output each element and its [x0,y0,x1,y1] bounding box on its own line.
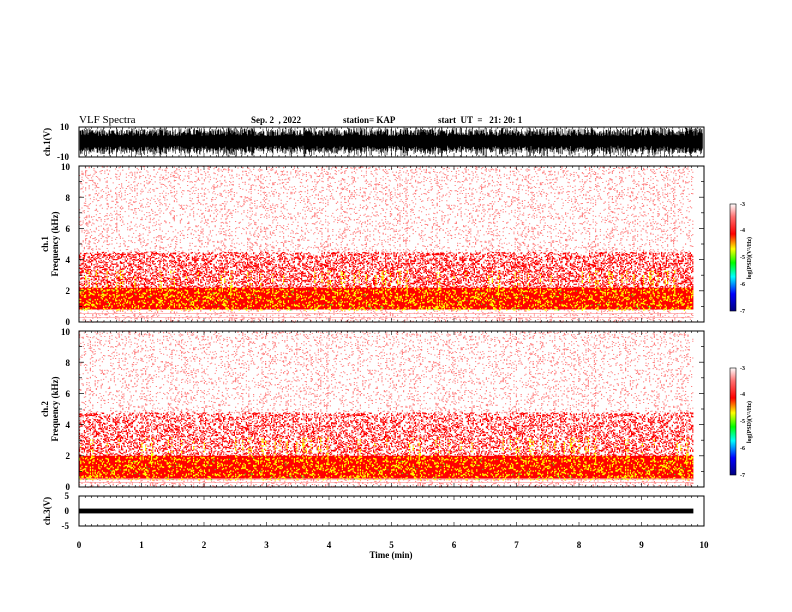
ch1-waveform-ticks [78,127,705,157]
ch1-colorbar-tick-m4: -4 [740,228,745,234]
header-date: Sep. 2 , 2022 [251,115,302,125]
ch1-ytick-10: 10 [61,162,71,172]
ch1-spectrogram-ticks [78,165,705,323]
time-tick-label: 6 [452,540,457,550]
ch2-colorbar-tick-m4: -4 [740,392,745,398]
panel-ch2-spectrogram: 0 2 4 6 8 10 ch.2 Frequency (kHz) -3 -4 … [40,327,753,492]
ch1-spectrogram-cells [79,166,694,323]
panel-ch1-spectrogram: 0 2 4 6 8 10 ch.1 Frequency (kHz) -3 -4 … [40,162,753,327]
ch1-colorbar-tick-m7: -7 [740,309,745,315]
ch2-ytick-2: 2 [66,451,71,461]
ch1-colorbar-label: log(PSD)(V²/Hz) [746,237,753,279]
spectrogram-layer-light [79,166,694,323]
ch1-ytick-0: 0 [66,317,71,327]
time-tick-label: 5 [389,540,394,550]
ch3-waveform-ticks [78,496,705,526]
ch1-ytick-bottom: -10 [57,152,69,162]
ch1-ytick-4: 4 [66,255,71,265]
ch2-ytick-8: 8 [66,358,71,368]
ch1-ytick-6: 6 [66,224,71,234]
ch1-ytick-2: 2 [66,286,71,296]
time-axis-label: Time (min) [369,550,412,560]
ch1-waveform-trace [79,127,703,158]
ch2-colorbar-tick-m6: -6 [740,446,745,452]
ch2-ytick-6: 6 [66,389,71,399]
ch2-colorbar-tick-m7: -7 [740,473,745,479]
header-start-time: start UT = 21: 20: 1 [438,115,523,125]
ch1-spectrogram-ylabel-frequency: Frequency (kHz) [50,211,60,276]
panel-ch1-waveform: 10 -10 ch.1(V) [42,122,705,162]
ch1-colorbar-tick-m3: -3 [740,202,745,208]
header-station: station= KAP [343,115,396,125]
spectrogram-layer-red [79,251,694,310]
ch3-ytick-m5: -5 [62,521,70,531]
ch3-waveform-trace [79,508,694,514]
spectrogram-layer-yellow [79,270,694,311]
ch2-spectrogram-cells [79,331,694,488]
ch1-colorbar-tick-m5: -5 [740,255,745,261]
ch2-spectrogram-ylabel-channel: ch.2 [40,401,50,417]
ch3-ytick-0: 0 [65,506,70,516]
ch1-ytick-top: 10 [60,122,70,132]
chart-title: VLF Spectra [79,114,136,126]
ch1-colorbar-tick-m6: -6 [740,282,745,288]
ch2-ytick-4: 4 [66,420,71,430]
time-tick-label: 8 [577,540,582,550]
ch2-spectrogram-ticks [78,330,705,488]
time-tick-label: 1 [139,540,144,550]
spectrogram-layer-red [79,412,694,480]
ch2-colorbar-label: log(PSD)(V²/Hz) [746,401,753,443]
ch1-spectrogram-ylabel-channel: ch.1 [40,236,50,252]
ch3-ytick-5: 5 [65,491,70,501]
spectrogram-layer-light [79,331,694,488]
ch1-waveform-ylabel: ch.1(V) [42,128,52,156]
ch2-colorbar [729,367,737,476]
ch1-colorbar [729,203,737,312]
time-axis-tick-labels: 0 1 2 3 4 5 6 7 8 9 10 [77,540,709,550]
spectrogram-layer-yellow [79,437,694,481]
ch1-ytick-8: 8 [66,193,71,203]
panel-ch3-waveform: 5 0 -5 ch.3(V) 0 1 2 3 4 5 6 7 8 9 10 Time (min) [42,491,709,560]
time-tick-label: 3 [264,540,269,550]
time-tick-label: 4 [327,540,332,550]
time-tick-label: 7 [514,540,519,550]
time-tick-label: 10 [700,540,710,550]
time-tick-label: 2 [202,540,207,550]
time-tick-label: 9 [639,540,644,550]
ch3-waveform-line [79,508,694,514]
ch2-colorbar-tick-m5: -5 [740,419,745,425]
ch2-colorbar-tick-m3: -3 [740,366,745,372]
ch2-ytick-10: 10 [61,327,71,337]
ch2-ytick-0: 0 [66,482,71,492]
time-tick-label: 0 [77,540,82,550]
ch1-waveform-line [79,127,703,158]
ch3-waveform-ylabel: ch.3(V) [42,497,52,525]
ch2-spectrogram-ylabel-frequency: Frequency (kHz) [50,376,60,441]
